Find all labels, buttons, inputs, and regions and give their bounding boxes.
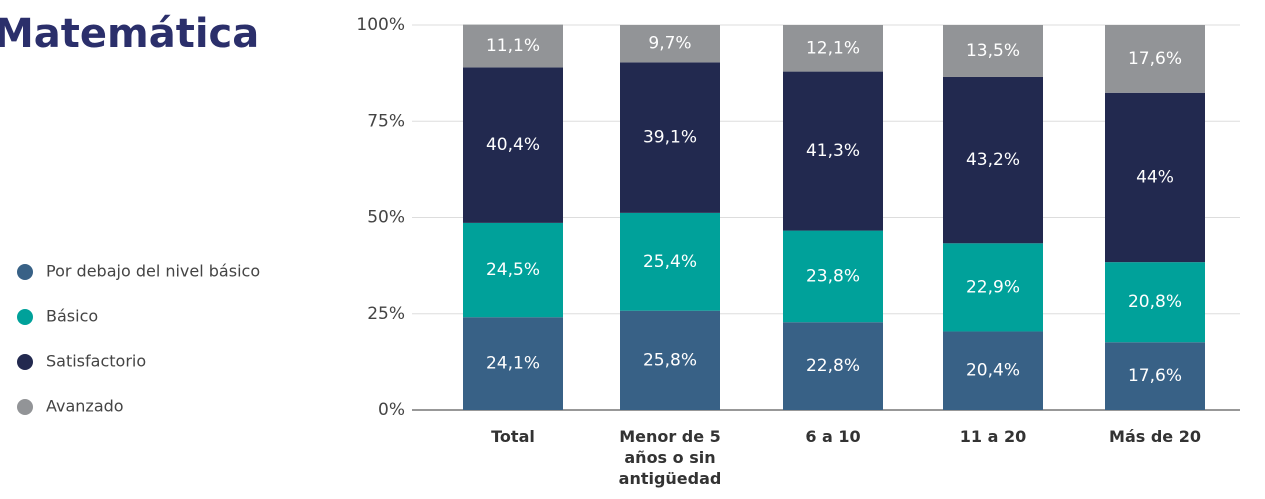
legend-swatch (17, 264, 33, 280)
x-tick-label: Más de 20 (1109, 427, 1201, 446)
bar-segment (943, 76, 1043, 244)
y-tick-label: 100% (356, 15, 405, 35)
data-label: 20,4% (966, 361, 1020, 381)
bar-segment (1105, 25, 1205, 93)
bar-segment (1105, 92, 1205, 263)
bar-segment (620, 310, 720, 410)
x-tick-label: Total (491, 427, 535, 446)
bar-segment (463, 24, 563, 68)
x-tick-label: 11 a 20 (959, 427, 1027, 446)
legend-swatch (17, 309, 33, 325)
data-label: 39,1% (643, 128, 697, 148)
data-label: 24,5% (486, 260, 540, 280)
bar-segment (783, 25, 883, 72)
bar-segment (943, 331, 1043, 410)
bar-segment (783, 71, 883, 231)
bar-segment (620, 212, 720, 311)
data-label: 12,1% (806, 38, 860, 58)
legend-swatch (17, 399, 33, 415)
y-tick-label: 75% (367, 111, 405, 131)
data-label: 40,4% (486, 135, 540, 155)
data-label: 25,4% (643, 252, 697, 272)
data-label: 44% (1136, 167, 1174, 187)
data-label: 22,9% (966, 277, 1020, 297)
bar-segment (1105, 342, 1205, 410)
bar-segment (783, 322, 883, 410)
bar-segment (1105, 262, 1205, 343)
legend-label: Por debajo del nivel básico (46, 262, 260, 281)
data-label: 23,8% (806, 266, 860, 286)
bar-segment (463, 317, 563, 410)
bar-segment (783, 230, 883, 323)
legend-swatch (17, 354, 33, 370)
legend-label: Avanzado (46, 397, 124, 416)
legend-label: Básico (46, 307, 98, 326)
data-label: 43,2% (966, 150, 1020, 170)
data-label: 22,8% (806, 356, 860, 376)
data-label: 17,6% (1128, 49, 1182, 69)
x-tick-label: Menor de 5 años o sin antigüedad (618, 427, 722, 488)
data-label: 13,5% (966, 41, 1020, 61)
data-label: 20,8% (1128, 292, 1182, 312)
bar-segment (943, 243, 1043, 332)
data-label: 25,8% (643, 350, 697, 370)
legend-label: Satisfactorio (46, 352, 146, 371)
y-tick-label: 50% (367, 208, 405, 228)
bar-segment (463, 222, 563, 318)
data-label: 24,1% (486, 354, 540, 374)
data-label: 41,3% (806, 141, 860, 161)
bar-segment (943, 25, 1043, 77)
bar-segment (620, 25, 720, 63)
data-label: 17,6% (1128, 366, 1182, 386)
chart-title: Matemática (0, 11, 259, 57)
x-tick-label: 6 a 10 (805, 427, 861, 446)
y-tick-label: 0% (378, 400, 405, 420)
bar-segment (463, 67, 563, 223)
y-tick-label: 25% (367, 304, 405, 324)
data-label: 11,1% (486, 36, 540, 56)
data-label: 9,7% (648, 34, 691, 54)
bar-segment (620, 62, 720, 213)
